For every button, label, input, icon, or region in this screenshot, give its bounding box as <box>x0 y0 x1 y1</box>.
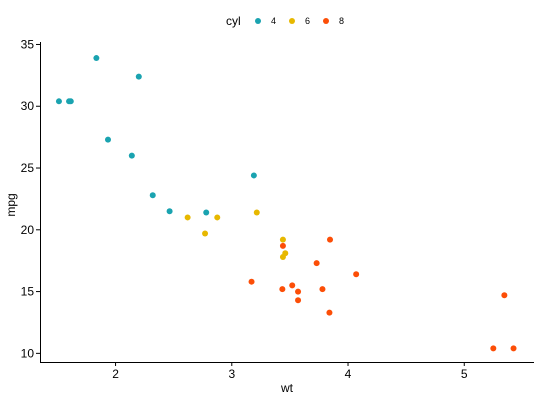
legend-label-6: 6 <box>305 16 310 26</box>
data-point <box>326 309 333 316</box>
y-tick-label: 20 <box>21 223 35 237</box>
data-point <box>510 345 517 352</box>
data-point <box>55 98 62 105</box>
data-point <box>353 271 360 278</box>
data-point <box>490 345 497 352</box>
y-tick-label: 10 <box>21 346 35 360</box>
data-point <box>289 282 296 289</box>
y-tick-label: 25 <box>21 161 35 175</box>
x-axis-title: wt <box>280 381 294 395</box>
series-6 <box>184 209 289 260</box>
x-tick-label: 5 <box>461 367 468 381</box>
series-4 <box>55 55 257 216</box>
legend-label-8: 8 <box>339 16 344 26</box>
y-tick-label: 15 <box>21 285 35 299</box>
data-point <box>250 172 257 179</box>
data-point <box>203 209 210 216</box>
data-point <box>135 73 142 80</box>
data-point <box>128 152 135 159</box>
x-tick-label: 2 <box>112 367 119 381</box>
series-8 <box>248 236 517 352</box>
legend-label-4: 4 <box>271 16 276 26</box>
data-point <box>279 242 286 249</box>
y-tick-label: 30 <box>21 99 35 113</box>
data-point <box>279 236 286 243</box>
data-point <box>279 286 286 293</box>
data-point <box>501 292 508 299</box>
legend-key-4 <box>255 18 261 24</box>
y-axis-title: mpg <box>4 193 18 216</box>
legend-title: cyl <box>226 14 241 28</box>
data-point <box>105 136 111 143</box>
plot-area <box>55 55 517 352</box>
data-point <box>214 214 221 221</box>
x-tick-label: 3 <box>228 367 235 381</box>
data-point <box>149 192 156 199</box>
data-point <box>202 230 209 237</box>
legend-key-8 <box>323 18 329 24</box>
axes: 2 3 4 5 10 15 20 25 30 35 <box>21 37 534 381</box>
data-point <box>253 209 260 216</box>
data-point <box>279 253 286 260</box>
legend: cyl 4 6 8 <box>226 14 344 28</box>
data-point <box>184 214 191 221</box>
x-tick-label: 4 <box>345 367 352 381</box>
data-point <box>313 260 320 267</box>
data-point <box>295 297 302 304</box>
data-point <box>93 55 100 62</box>
data-point <box>248 278 255 285</box>
data-point <box>66 98 73 105</box>
data-point <box>166 208 173 215</box>
data-point <box>319 286 326 293</box>
legend-key-6 <box>289 18 295 24</box>
data-point <box>327 236 334 243</box>
data-point <box>295 288 302 295</box>
y-tick-label: 35 <box>21 37 35 51</box>
